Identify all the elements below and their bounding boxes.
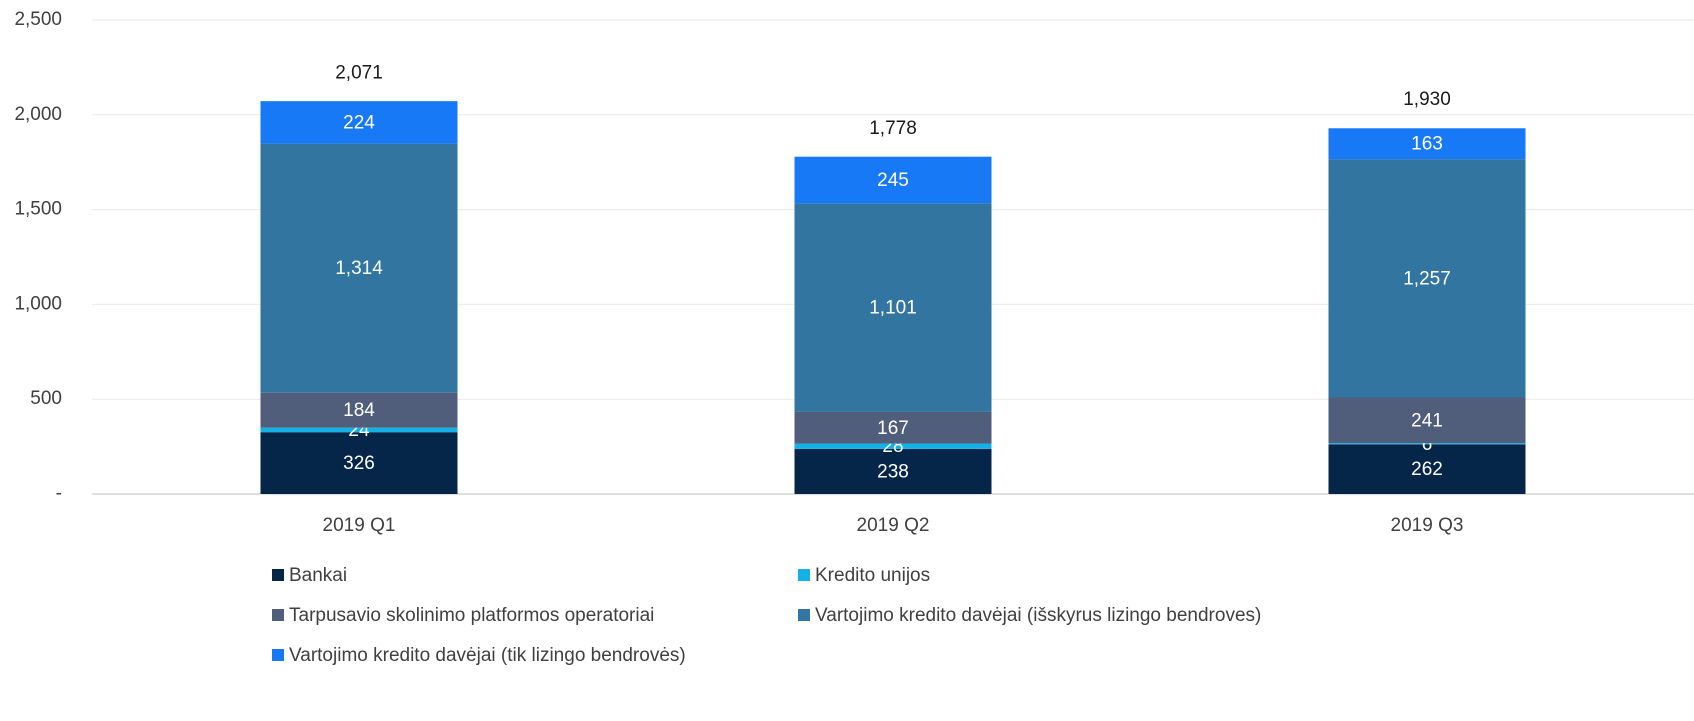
data-label: 1,101 bbox=[869, 298, 917, 319]
legend-swatch bbox=[798, 569, 810, 581]
bar-segment bbox=[1328, 443, 1526, 445]
data-label: 163 bbox=[1411, 134, 1443, 155]
total-label: 1,930 bbox=[1403, 89, 1451, 110]
legend-label: Kredito unijos bbox=[815, 565, 930, 586]
data-label: 262 bbox=[1411, 459, 1443, 480]
bar-segment bbox=[794, 203, 992, 412]
data-label: 184 bbox=[343, 400, 375, 421]
total-label: 2,071 bbox=[335, 62, 383, 83]
bar-segment bbox=[260, 432, 458, 494]
bar-segment bbox=[260, 101, 458, 144]
bar-segment bbox=[1328, 128, 1526, 160]
data-label: 1,257 bbox=[1403, 268, 1451, 289]
bar-segment bbox=[260, 143, 458, 393]
y-tick-label: 1,500 bbox=[14, 199, 62, 220]
y-tick-label: 2,000 bbox=[14, 104, 62, 125]
y-tick-label: 500 bbox=[30, 388, 62, 409]
x-tick-label: 2019 Q1 bbox=[323, 515, 396, 536]
data-label: 245 bbox=[877, 170, 909, 191]
x-tick-label: 2019 Q2 bbox=[857, 515, 930, 536]
bar-segment bbox=[794, 411, 992, 444]
data-label: 224 bbox=[343, 112, 375, 133]
legend-label: Vartojimo kredito davėjai (išskyrus lizi… bbox=[815, 605, 1261, 626]
legend-swatch bbox=[272, 569, 284, 581]
bar-segment bbox=[794, 443, 992, 449]
legend-swatch bbox=[272, 609, 284, 621]
data-label: 6 bbox=[1422, 434, 1433, 455]
data-label: 238 bbox=[877, 461, 909, 482]
bar-segment bbox=[260, 392, 458, 428]
bar-segment bbox=[1328, 159, 1526, 398]
bar-segment bbox=[1328, 444, 1526, 494]
bar-segment bbox=[1328, 397, 1526, 444]
bar-segment bbox=[794, 156, 992, 204]
data-label: 241 bbox=[1411, 410, 1443, 431]
legend-label: Vartojimo kredito davėjai (tik lizingo b… bbox=[289, 645, 686, 666]
data-label: 326 bbox=[343, 453, 375, 474]
data-label: 1,314 bbox=[335, 258, 383, 279]
x-tick-label: 2019 Q3 bbox=[1391, 515, 1464, 536]
legend-label: Bankai bbox=[289, 565, 347, 586]
legend-label: Tarpusavio skolinimo platformos operator… bbox=[289, 605, 654, 626]
bar-segment bbox=[794, 448, 992, 494]
legend-swatch bbox=[798, 609, 810, 621]
total-label: 1,778 bbox=[869, 118, 917, 139]
legend-swatch bbox=[272, 649, 284, 661]
y-tick-label: 1,000 bbox=[14, 293, 62, 314]
y-tick-label: 2,500 bbox=[14, 9, 62, 30]
bar-segment bbox=[260, 427, 458, 433]
data-label: 167 bbox=[877, 418, 909, 439]
y-tick-label: - bbox=[56, 483, 62, 504]
